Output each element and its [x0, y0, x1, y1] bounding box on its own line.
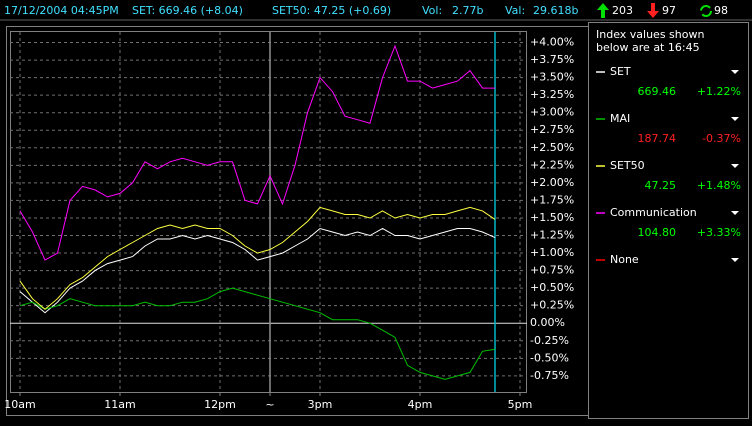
y-tick-label: +1.50% — [530, 211, 574, 224]
x-tick-label: ~ — [265, 398, 274, 411]
header-vol-label: Vol: — [422, 4, 442, 17]
y-tick-label: +0.75% — [530, 264, 574, 277]
header-set50: SET50: 47.25 (+0.69) — [272, 4, 391, 17]
series-line — [19, 44, 495, 261]
legend-name: MAI — [610, 112, 630, 125]
y-tick-label: +4.00% — [530, 36, 574, 49]
side-panel — [588, 22, 749, 419]
x-tick-label: 11am — [104, 398, 135, 411]
plot-frame — [10, 31, 527, 393]
y-tick-label: +1.00% — [530, 246, 574, 259]
y-tick-label: +3.25% — [530, 88, 574, 101]
header-val: 29.618b — [533, 4, 578, 17]
header-datetime: 17/12/2004 04:45PM — [4, 4, 119, 17]
y-tick-label: -0.25% — [530, 334, 569, 347]
y-tick-label: -0.50% — [530, 351, 569, 364]
y-tick-label: +1.25% — [530, 229, 574, 242]
index-value: 187.74 — [638, 132, 677, 145]
header-advances: 203 — [612, 4, 633, 17]
series-line — [19, 206, 496, 310]
y-tick-label: 0.00% — [530, 316, 565, 329]
header-val-label: Val: — [505, 4, 525, 17]
y-tick-label: +2.00% — [530, 176, 574, 189]
y-tick-label: +1.75% — [530, 193, 574, 206]
y-tick-label: +0.50% — [530, 281, 574, 294]
index-value: 669.46 — [638, 85, 677, 98]
legend-name: SET — [610, 65, 631, 78]
legend-name: SET50 — [610, 159, 645, 172]
index-change: +1.48% — [697, 179, 741, 192]
panel-note: Index values shown below are at 16:45 — [596, 28, 704, 54]
y-tick-label: +0.25% — [530, 299, 574, 312]
index-change: +3.33% — [697, 226, 741, 239]
index-value: 104.80 — [638, 226, 677, 239]
x-tick-label: 4pm — [408, 398, 433, 411]
header-set: SET: 669.46 (+8.04) — [132, 4, 243, 17]
header-unchanged: 98 — [714, 4, 728, 17]
decline-icon — [647, 3, 659, 18]
y-tick-label: +2.50% — [530, 141, 574, 154]
dropdown-arrow[interactable] — [731, 211, 739, 215]
series-line — [19, 227, 496, 314]
index-value: 47.25 — [645, 179, 677, 192]
legend-panel: SET 669.46 +1.22% MAI 187.74 -0.37% SET5047.25… — [596, 65, 741, 266]
header-vol: 2.77b — [452, 4, 483, 17]
y-tick-label: -0.75% — [530, 369, 569, 382]
legend-name: Communication — [610, 206, 697, 219]
x-tick-label: 12pm — [204, 398, 236, 411]
x-tick-label: 5pm — [508, 398, 533, 411]
header-declines: 97 — [662, 4, 676, 17]
y-tick-label: +2.75% — [530, 123, 574, 136]
plot: -0.75% -0.50% -0.25% 0.00% +0.25% +0.50% +0.75… — [4, 32, 574, 411]
index-change: +1.22% — [697, 85, 741, 98]
dropdown-arrow[interactable] — [731, 117, 739, 121]
x-tick-label: 3pm — [308, 398, 333, 411]
y-tick-label: +3.50% — [530, 71, 574, 84]
legend-name: None — [610, 253, 639, 266]
unchanged-icon — [700, 5, 712, 17]
dropdown-arrow[interactable] — [731, 258, 739, 262]
x-tick-label: 10am — [4, 398, 35, 411]
y-tick-label: +3.00% — [530, 106, 574, 119]
y-tick-label: +2.25% — [530, 158, 574, 171]
index-change: -0.37% — [702, 132, 741, 145]
y-tick-label: +3.75% — [530, 53, 574, 66]
series-line — [19, 287, 496, 380]
advance-icon — [597, 3, 609, 18]
dropdown-arrow[interactable] — [731, 70, 739, 74]
dropdown-arrow[interactable] — [731, 164, 739, 168]
